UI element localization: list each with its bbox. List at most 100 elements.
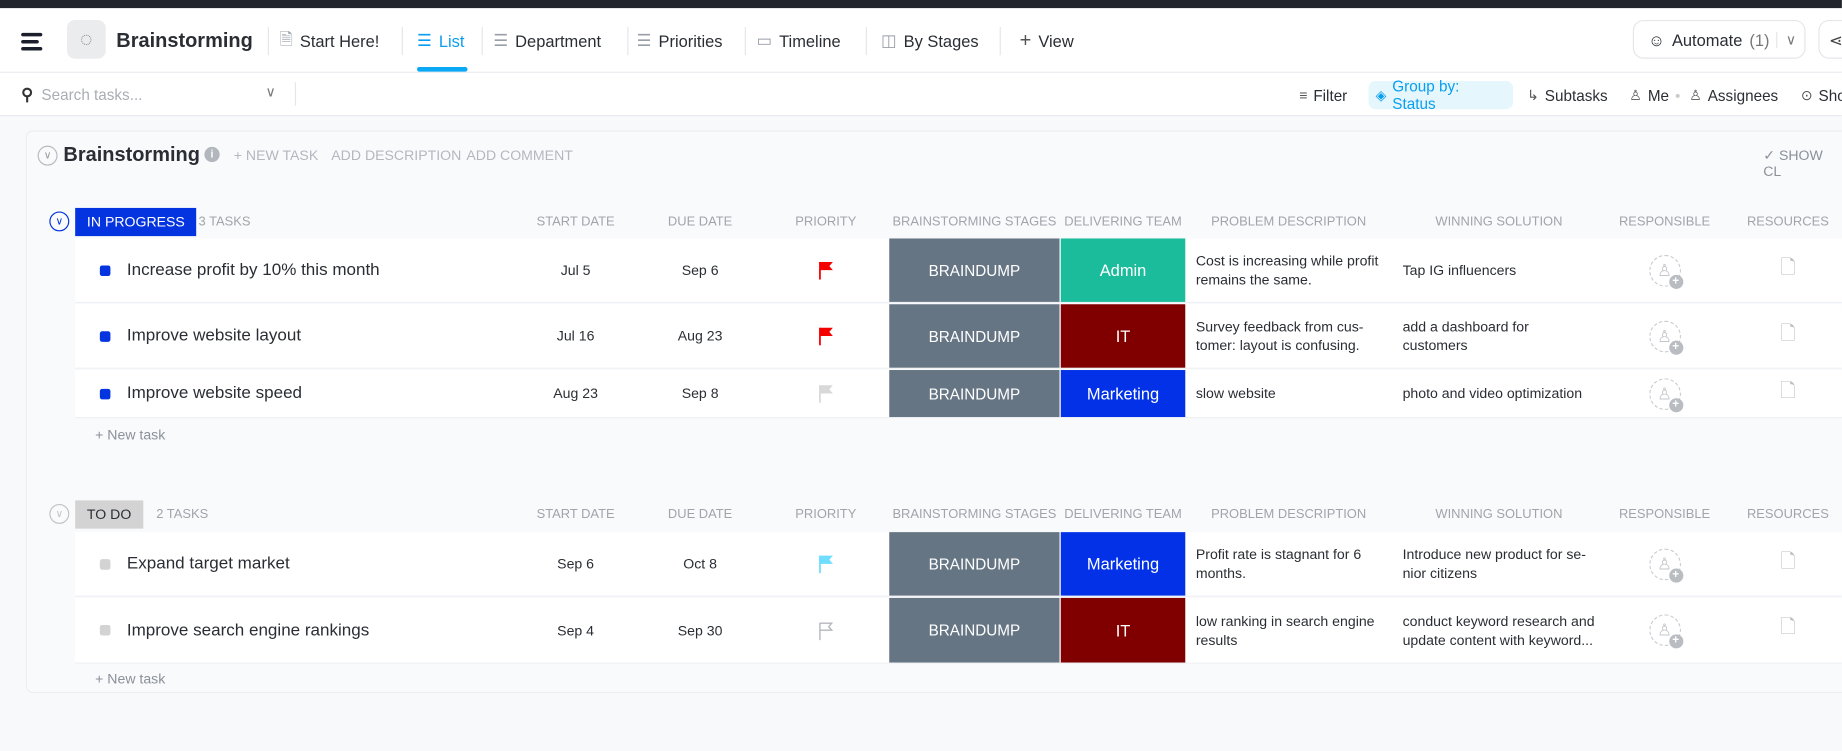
resources-cell[interactable]: 🗋	[1723, 304, 1842, 367]
group-collapse-icon[interactable]: ∨	[49, 211, 70, 232]
menu-icon[interactable]	[21, 32, 43, 50]
task-row[interactable]: Expand target market Sep 6 Oct 8 BRAINDU…	[75, 532, 1842, 597]
team-cell[interactable]: Marketing	[1060, 532, 1186, 596]
resources-cell[interactable]: 🗋	[1723, 598, 1842, 663]
new-task-button[interactable]: + NEW TASK	[233, 146, 319, 164]
task-name-cell[interactable]: Increase profit by 10% this month	[75, 238, 520, 301]
priority-flag-icon[interactable]	[818, 621, 834, 640]
column-header[interactable]: PROBLEM DESCRIPTION	[1211, 214, 1367, 230]
team-cell[interactable]: Marketing	[1060, 370, 1186, 418]
priority-flag-icon[interactable]	[818, 261, 834, 280]
add-task-button[interactable]: + New task	[95, 426, 166, 443]
tab-priorities[interactable]: ☰ Priorities	[637, 21, 723, 60]
task-name-cell[interactable]: Improve website layout	[75, 304, 520, 367]
start-date[interactable]: Jul 16	[556, 327, 595, 345]
team-cell[interactable]: IT	[1060, 597, 1186, 663]
task-name-cell[interactable]: Improve website speed	[75, 370, 520, 417]
share-button[interactable]: ⋖	[1818, 19, 1842, 59]
start-date[interactable]: Jul 5	[560, 261, 591, 279]
task-name[interactable]: Increase profit by 10% this month	[126, 260, 380, 280]
task-row[interactable]: Improve website layout Jul 16 Aug 23 BRA…	[75, 304, 1842, 369]
priority-cell[interactable]	[769, 532, 882, 595]
search-input[interactable]: ⚲ Search tasks...	[21, 85, 142, 105]
column-header[interactable]: RESOURCES	[1746, 214, 1829, 230]
column-header[interactable]: RESPONSIBLE	[1618, 214, 1711, 230]
add-assignee-icon[interactable]: ♙ +	[1648, 254, 1683, 289]
collapse-icon[interactable]: ∨	[37, 145, 58, 166]
add-file-icon[interactable]: 🗋	[1780, 551, 1796, 572]
add-description-button[interactable]: ADD DESCRIPTION	[331, 146, 462, 164]
priority-flag-icon[interactable]	[818, 384, 834, 403]
status-badge[interactable]: TO DO	[75, 500, 144, 529]
column-header[interactable]: START DATE	[536, 214, 615, 230]
priority-flag-icon[interactable]	[818, 554, 834, 574]
column-header[interactable]: RESPONSIBLE	[1618, 507, 1711, 522]
subtasks-button[interactable]: ↳ Subtasks	[1520, 81, 1615, 109]
task-row[interactable]: Improve search engine rankings Sep 4 Sep…	[75, 597, 1842, 664]
add-view-button[interactable]: + View	[1020, 21, 1074, 60]
resources-cell[interactable]: 🗋	[1723, 532, 1842, 595]
priority-flag-icon[interactable]	[818, 327, 834, 346]
task-name-cell[interactable]: Expand target market	[75, 532, 520, 595]
due-date[interactable]: Oct 8	[683, 555, 717, 573]
team-cell[interactable]: IT	[1060, 304, 1186, 368]
winning-solution[interactable]: photo and video optimization	[1402, 385, 1583, 402]
tab-by-stages[interactable]: ◫ By Stages	[881, 21, 979, 60]
show-closed-button[interactable]: ✓ SHOW CL	[1763, 146, 1823, 180]
resources-cell[interactable]: 🗋	[1723, 238, 1842, 301]
resources-cell[interactable]: 🗋	[1723, 370, 1842, 417]
problem-description[interactable]: slow website	[1195, 385, 1276, 402]
due-date[interactable]: Sep 30	[677, 622, 723, 639]
problem-description[interactable]: Profit rate is stagnant for 6 months.	[1195, 546, 1362, 582]
assignees-button[interactable]: ♙ Assignees	[1682, 81, 1785, 109]
add-task-button[interactable]: + New task	[95, 670, 166, 688]
group-by-button[interactable]: ◈ Group by: Status	[1368, 78, 1514, 113]
column-header[interactable]: BRAINSTORMING STAGES	[892, 214, 1057, 230]
chevron-down-icon[interactable]: ∨	[265, 83, 276, 100]
tab-timeline[interactable]: ▭ Timeline	[757, 21, 841, 60]
due-date[interactable]: Sep 6	[681, 261, 719, 279]
add-file-icon[interactable]: 🗋	[1780, 617, 1796, 638]
responsible-cell[interactable]: ♙ +	[1606, 370, 1723, 417]
tab-start-here[interactable]: 🗎 Start Here!	[280, 21, 380, 60]
task-name[interactable]: Improve search engine rankings	[126, 620, 370, 640]
column-header[interactable]: RESOURCES	[1746, 507, 1829, 522]
info-icon[interactable]: i	[204, 146, 220, 163]
status-square-icon[interactable]	[99, 558, 111, 570]
status-square-icon[interactable]	[99, 388, 111, 399]
chevron-down-icon[interactable]: ∨	[1776, 31, 1805, 48]
task-name[interactable]: Improve website speed	[126, 384, 303, 403]
status-badge[interactable]: IN PROGRESS	[75, 207, 197, 237]
tab-list[interactable]: ☰ List	[417, 21, 464, 60]
winning-solution[interactable]: add a dashboard for customers	[1402, 318, 1529, 354]
winning-solution[interactable]: Introduce new product for se-nior citize…	[1402, 546, 1586, 582]
column-header[interactable]: PRIORITY	[795, 214, 857, 230]
space-icon[interactable]: ◌	[66, 19, 106, 59]
start-date[interactable]: Sep 4	[557, 622, 595, 639]
tab-department[interactable]: ☰ Department	[493, 21, 601, 60]
column-header[interactable]: START DATE	[536, 507, 615, 522]
priority-cell[interactable]	[769, 598, 882, 663]
stage-cell[interactable]: BRAINDUMP	[889, 597, 1060, 663]
column-header[interactable]: DUE DATE	[667, 214, 733, 230]
add-assignee-icon[interactable]: ♙ +	[1648, 547, 1683, 583]
show-button[interactable]: ⊙ Sho	[1794, 81, 1842, 109]
responsible-cell[interactable]: ♙ +	[1606, 598, 1723, 663]
status-square-icon[interactable]	[99, 264, 111, 276]
add-file-icon[interactable]: 🗋	[1780, 323, 1796, 344]
add-assignee-icon[interactable]: ♙ +	[1648, 320, 1683, 355]
winning-solution[interactable]: conduct keyword research and update cont…	[1402, 612, 1595, 648]
task-row[interactable]: Improve website speed Aug 23 Sep 8 BRAIN…	[75, 370, 1842, 419]
stage-cell[interactable]: BRAINDUMP	[889, 370, 1060, 418]
responsible-cell[interactable]: ♙ +	[1606, 532, 1723, 595]
column-header[interactable]: DELIVERING TEAM	[1064, 507, 1182, 522]
due-date[interactable]: Aug 23	[677, 327, 723, 345]
priority-cell[interactable]	[769, 238, 882, 301]
add-assignee-icon[interactable]: ♙ +	[1648, 377, 1683, 412]
add-comment-button[interactable]: ADD COMMENT	[466, 146, 573, 164]
start-date[interactable]: Sep 6	[557, 555, 595, 573]
stage-cell[interactable]: BRAINDUMP	[889, 532, 1060, 596]
automate-button[interactable]: ☺ Automate (1) ∨	[1632, 19, 1806, 59]
add-assignee-icon[interactable]: ♙ +	[1648, 614, 1683, 649]
column-header[interactable]: PRIORITY	[795, 507, 857, 522]
